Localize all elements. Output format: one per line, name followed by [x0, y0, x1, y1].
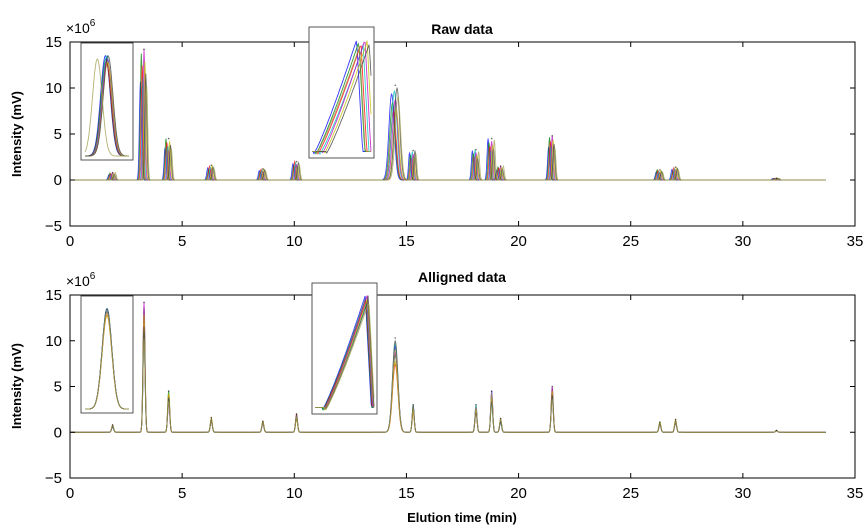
raw-peak-point: [659, 169, 661, 171]
aligned-y-tick-label: 0: [54, 424, 62, 441]
aligned-peak-point: [167, 390, 170, 392]
raw-x-tick-label: 25: [622, 233, 639, 250]
aligned-y-ticks: −5 0 5 10 15: [45, 287, 855, 487]
aligned-x-tick-label: 25: [622, 485, 639, 502]
raw-inset-series-line: [312, 42, 371, 155]
raw-y-tick-label: 15: [45, 34, 62, 51]
raw-peak-point: [394, 84, 397, 87]
raw-y-axis-label: Intensity (mV): [9, 91, 24, 177]
raw-x-tick-label: 30: [735, 233, 752, 250]
raw-inset-series-line: [312, 40, 371, 155]
raw-y-tick-label: 10: [45, 80, 62, 97]
raw-y-tick-label: 5: [54, 126, 62, 143]
aligned-series-line: [70, 338, 826, 433]
aligned-plot-frame: [69, 294, 856, 479]
aligned-inset-series-line: [315, 297, 375, 411]
aligned-y-tick-label: 15: [45, 287, 62, 304]
raw-x-tick-label: 15: [398, 233, 415, 250]
raw-peak-point: [412, 149, 414, 152]
aligned-peak-point: [262, 420, 264, 423]
aligned-y-multiplier: ×106: [66, 271, 96, 289]
aligned-inset-1: [80, 295, 134, 414]
aligned-peak-point: [551, 385, 554, 388]
aligned-x-tick-label: 30: [735, 485, 752, 502]
aligned-peak-point: [394, 337, 397, 339]
raw-peak-point: [167, 137, 170, 140]
raw-peak-point: [475, 148, 477, 151]
raw-y-multiplier: ×106: [66, 18, 96, 36]
aligned-series-marks: [70, 301, 826, 433]
aligned-y-multiplier-base: ×10: [66, 273, 90, 289]
raw-peak-point: [775, 177, 778, 179]
aligned-chart-title: Alligned data: [418, 269, 506, 285]
raw-inset-series-line: [312, 47, 371, 155]
aligned-peak-point: [143, 301, 145, 304]
aligned-peak-point: [775, 429, 778, 432]
x-axis-label: Elution time (min): [407, 510, 517, 525]
aligned-x-tick-label: 5: [178, 485, 186, 502]
raw-inset-series-line: [312, 45, 371, 155]
aligned-inset-series-line: [315, 298, 374, 411]
raw-y-tick-label: 0: [54, 172, 62, 189]
aligned-inset-2: [311, 282, 378, 415]
raw-peak-point: [111, 171, 114, 174]
aligned-peak-point: [475, 404, 477, 406]
raw-y-multiplier-exponent: 6: [90, 18, 96, 29]
aligned-x-ticks: 0 5 10 15 20 25 30 35: [66, 295, 864, 502]
aligned-y-multiplier-exponent: 6: [90, 271, 96, 282]
raw-inset-series-line: [84, 58, 129, 157]
aligned-x-tick-label: 0: [66, 485, 74, 502]
aligned-inset-series-line: [85, 311, 129, 410]
raw-peak-point: [674, 166, 677, 168]
aligned-peak-point: [111, 424, 114, 426]
aligned-peak-point: [674, 418, 677, 421]
aligned-y-tick-label: 10: [45, 333, 62, 350]
aligned-peak-point: [659, 421, 661, 423]
raw-peak-point: [143, 48, 145, 51]
raw-inset-series-line: [85, 55, 129, 157]
aligned-x-tick-label: 10: [286, 485, 303, 502]
raw-y-tick-label: −5: [45, 218, 62, 235]
raw-x-tick-label: 20: [510, 233, 527, 250]
aligned-y-tick-label: −5: [45, 470, 62, 487]
raw-series-line: [70, 85, 826, 181]
aligned-inset-frame: [311, 282, 378, 415]
raw-peak-point: [295, 160, 298, 163]
raw-peak-point: [499, 165, 502, 167]
aligned-y-axis-label: Intensity (mV): [9, 343, 24, 429]
raw-x-tick-label: 10: [286, 233, 303, 250]
aligned-insets: [80, 282, 378, 415]
aligned-peak-point: [295, 413, 298, 415]
aligned-peak-point: [210, 416, 213, 419]
raw-y-ticks: −5 0 5 10 15: [45, 34, 855, 235]
aligned-peak-point: [412, 404, 414, 406]
raw-insets: [80, 26, 375, 161]
aligned-inset-series-line: [315, 303, 375, 411]
raw-peak-point: [210, 164, 213, 167]
aligned-x-tick-label: 20: [510, 485, 527, 502]
aligned-x-tick-label: 35: [847, 485, 864, 502]
raw-peak-point: [490, 137, 493, 140]
aligned-peak-point: [490, 390, 493, 392]
raw-x-tick-label: 0: [66, 233, 74, 250]
raw-y-multiplier-base: ×10: [66, 20, 90, 36]
aligned-peak-point: [499, 417, 502, 420]
aligned-x-tick-label: 15: [398, 485, 415, 502]
raw-chart-title: Raw data: [431, 21, 493, 37]
raw-peak-point: [551, 135, 554, 137]
raw-x-tick-label: 5: [178, 233, 186, 250]
aligned-inset-frame: [80, 295, 134, 414]
raw-peak-point: [262, 168, 264, 170]
raw-inset-2: [308, 26, 375, 159]
aligned-y-tick-label: 5: [54, 379, 62, 396]
aligned-inset-series-line: [315, 295, 374, 410]
raw-x-ticks: 0 5 10 15 20 25 30 35: [66, 42, 864, 250]
raw-plot-frame: [69, 41, 856, 227]
raw-inset-1: [80, 42, 134, 161]
raw-x-tick-label: 35: [847, 233, 864, 250]
raw-series-marks: [70, 48, 826, 181]
